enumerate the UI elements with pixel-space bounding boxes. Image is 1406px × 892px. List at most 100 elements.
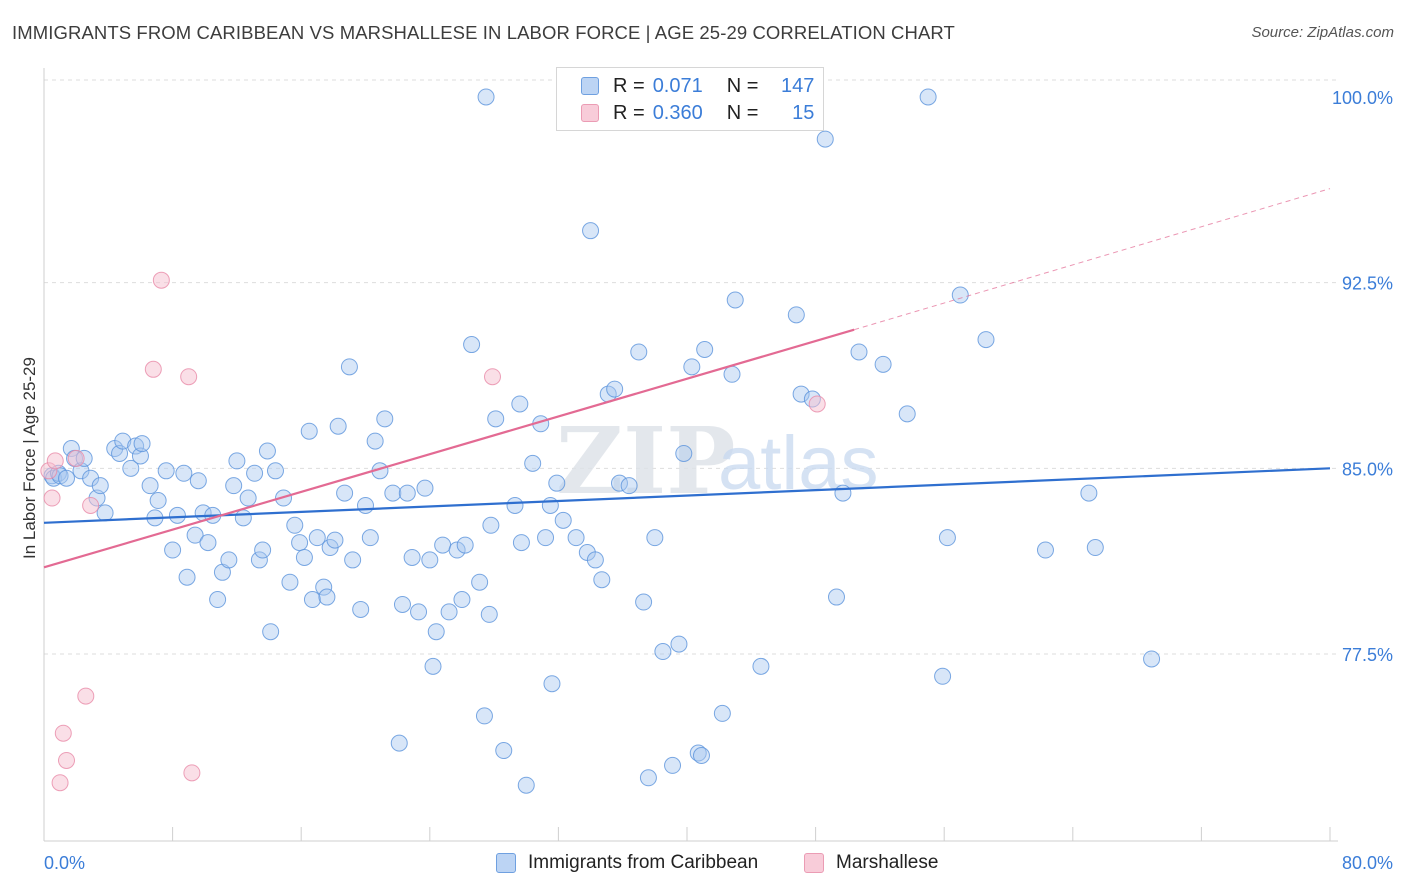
point-caribbean (393, 595, 411, 613)
trend-line-marshallese (43, 328, 855, 569)
point-marshallese (152, 271, 170, 289)
point-caribbean (683, 358, 701, 376)
y-tick-labels: 77.5% 85.0% 92.5% 100.0% (1332, 88, 1393, 665)
point-caribbean (376, 410, 394, 428)
point-caribbean (308, 529, 326, 547)
point-caribbean (258, 442, 276, 460)
point-caribbean (543, 675, 561, 693)
point-caribbean (471, 573, 489, 591)
point-caribbean (122, 459, 140, 477)
legend-r-label: R = (613, 74, 645, 97)
bottom-legend-label-caribbean: Immigrants from Caribbean (528, 852, 759, 873)
point-caribbean (696, 341, 714, 359)
point-caribbean (512, 534, 530, 552)
point-caribbean (266, 462, 284, 480)
y-tick-label: 85.0% (1342, 459, 1393, 479)
point-caribbean (874, 355, 892, 373)
point-caribbean (726, 291, 744, 309)
legend-row-marshallese: R = 0.360 N = 15 (581, 101, 814, 125)
point-caribbean (186, 526, 204, 544)
point-caribbean (606, 380, 624, 398)
point-caribbean (480, 605, 498, 623)
point-caribbean (548, 474, 566, 492)
point-caribbean (506, 496, 524, 514)
bottom-legend-swatch-caribbean (496, 853, 516, 873)
point-caribbean (1143, 650, 1161, 668)
point-caribbean (303, 591, 321, 609)
series-caribbean-points (43, 88, 1161, 794)
legend-swatch-caribbean (581, 77, 599, 95)
point-caribbean (517, 776, 535, 794)
x-tick-label: 0.0% (44, 853, 85, 873)
y-tick-label: 100.0% (1332, 88, 1393, 108)
point-caribbean (281, 573, 299, 591)
point-marshallese (67, 449, 85, 467)
point-caribbean (620, 477, 638, 495)
point-caribbean (199, 534, 217, 552)
point-caribbean (456, 536, 474, 554)
point-marshallese (82, 496, 100, 514)
series-marshallese-points (40, 271, 826, 792)
point-caribbean (639, 769, 657, 787)
bottom-legend: Immigrants from Caribbean Marshallese (0, 852, 1406, 878)
point-caribbean (723, 365, 741, 383)
point-caribbean (318, 588, 336, 606)
point-marshallese (51, 774, 69, 792)
point-caribbean (58, 469, 76, 487)
chart-title: IMMIGRANTS FROM CARIBBEAN VS MARSHALLESE… (12, 22, 955, 43)
point-caribbean (164, 541, 182, 559)
point-caribbean (262, 623, 280, 641)
point-caribbean (315, 578, 333, 596)
point-caribbean (295, 548, 313, 566)
point-caribbean (220, 551, 238, 569)
point-caribbean (1086, 539, 1104, 557)
point-caribbean (225, 477, 243, 495)
legend-r-value: 0.071 (652, 74, 703, 97)
legend-row-caribbean: R = 0.071 N = 147 (581, 74, 814, 98)
point-caribbean (133, 435, 151, 453)
point-caribbean (938, 529, 956, 547)
point-caribbean (300, 422, 318, 440)
point-caribbean (541, 496, 559, 514)
point-caribbean (635, 593, 653, 611)
point-marshallese (58, 751, 76, 769)
legend-n-label: N = (726, 101, 759, 124)
point-caribbean (178, 568, 196, 586)
point-caribbean (250, 551, 268, 569)
point-caribbean (361, 529, 379, 547)
point-caribbean (482, 516, 500, 534)
point-marshallese (46, 452, 64, 470)
x-tick-labels: 0.0% 80.0% (44, 853, 1393, 873)
point-caribbean (463, 336, 481, 354)
point-caribbean (286, 516, 304, 534)
point-caribbean (670, 635, 688, 653)
point-caribbean (898, 405, 916, 423)
point-caribbean (713, 704, 731, 722)
point-caribbean (329, 417, 347, 435)
point-caribbean (189, 472, 207, 490)
point-caribbean (664, 756, 682, 774)
point-caribbean (209, 591, 227, 609)
point-caribbean (416, 479, 434, 497)
point-caribbean (475, 707, 493, 725)
point-caribbean (366, 432, 384, 450)
point-caribbean (593, 571, 611, 589)
point-caribbean (654, 643, 672, 661)
source-label: Source: ZipAtlas.com (1251, 24, 1394, 41)
legend-n-value: 147 (781, 74, 815, 97)
bottom-legend-caribbean: Immigrants from Caribbean (496, 852, 758, 874)
y-tick-label: 77.5% (1342, 645, 1393, 665)
point-caribbean (630, 343, 648, 361)
point-caribbean (175, 464, 193, 482)
point-caribbean (675, 444, 693, 462)
point-caribbean (448, 541, 466, 559)
point-marshallese (77, 687, 95, 705)
point-marshallese (483, 368, 501, 386)
point-caribbean (434, 536, 452, 554)
point-caribbean (254, 541, 272, 559)
point-caribbean (427, 623, 445, 641)
point-caribbean (850, 343, 868, 361)
point-caribbean (554, 511, 572, 529)
point-caribbean (384, 484, 402, 502)
